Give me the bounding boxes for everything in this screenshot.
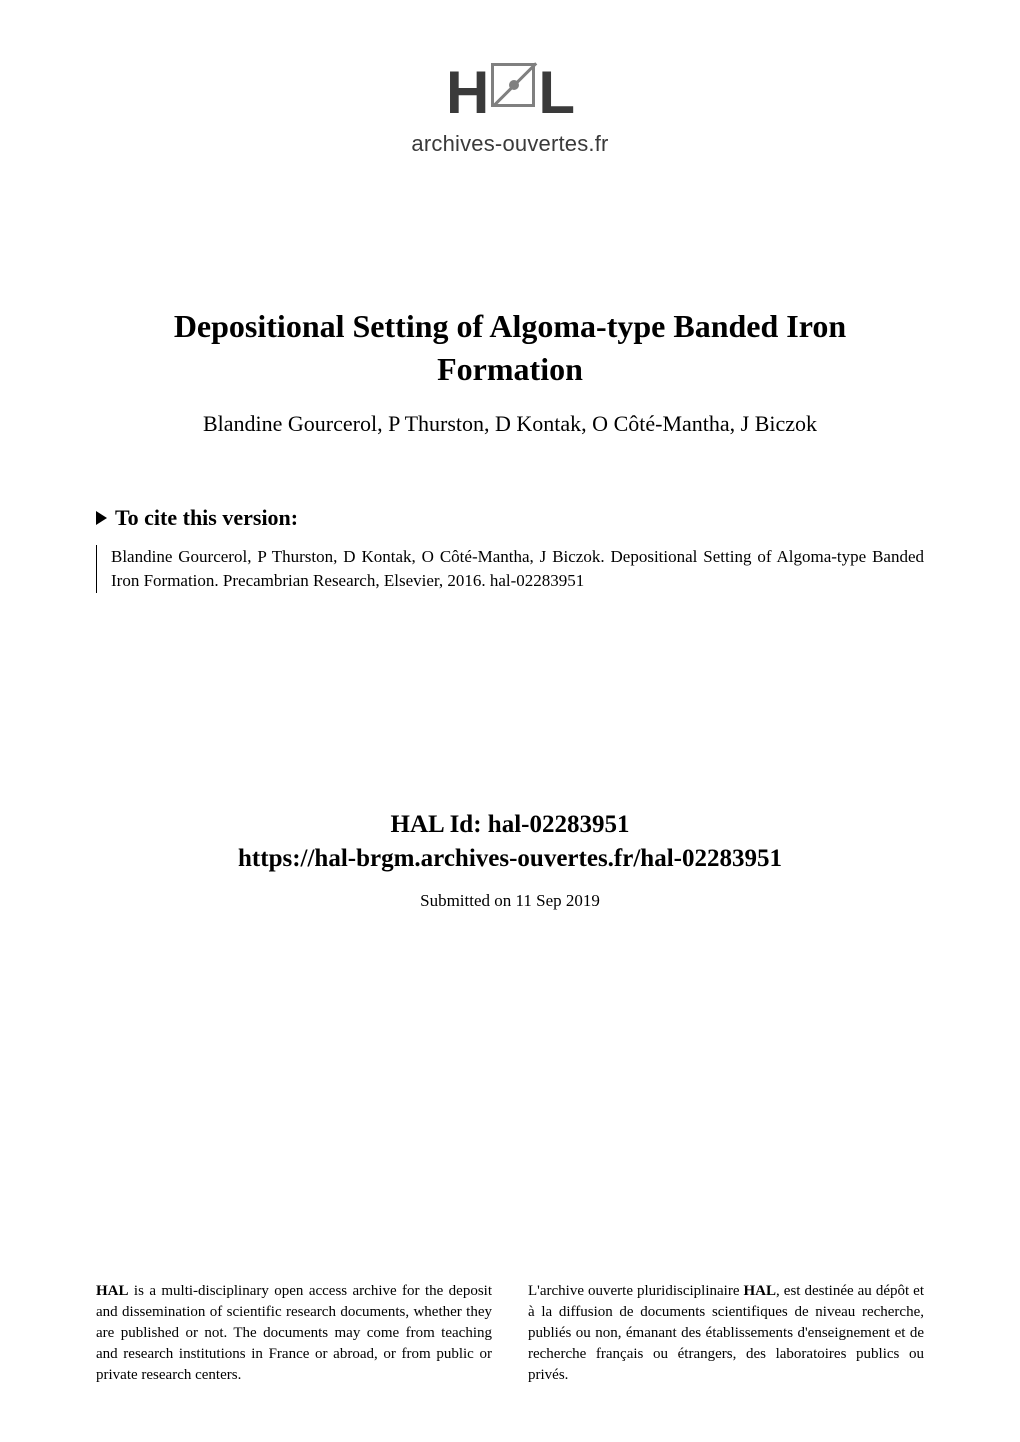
cite-body: Blandine Gourcerol, P Thurston, D Kontak… [96, 545, 924, 593]
footer-section: HAL is a multi-disciplinary open access … [0, 1281, 1020, 1386]
triangle-right-icon [96, 511, 107, 525]
paper-title-line1: Depositional Setting of Algoma-type Band… [174, 308, 846, 344]
hal-letter-h: H [446, 59, 488, 126]
hal-letter-l: L [538, 59, 574, 126]
logo-section: H L archives-ouvertes.fr [0, 0, 1020, 187]
footer-right-text1: L'archive ouverte pluridisciplinaire [528, 1283, 744, 1299]
footer-left-text: is a multi-disciplinary open access arch… [96, 1283, 492, 1383]
hal-square-icon [485, 61, 541, 117]
cite-section: To cite this version: Blandine Gourcerol… [0, 505, 1020, 593]
submitted-date: Submitted on 11 Sep 2019 [0, 891, 1020, 911]
hal-url: https://hal-brgm.archives-ouvertes.fr/ha… [0, 845, 1020, 873]
paper-authors: Blandine Gourcerol, P Thurston, D Kontak… [80, 409, 940, 439]
hal-id-section: HAL Id: hal-02283951 https://hal-brgm.ar… [0, 811, 1020, 911]
footer-left: HAL is a multi-disciplinary open access … [96, 1281, 492, 1386]
cite-header-text: To cite this version: [115, 505, 298, 531]
paper-title: Depositional Setting of Algoma-type Band… [80, 305, 940, 391]
cite-header: To cite this version: [96, 505, 924, 531]
hal-logo: H L [446, 58, 574, 127]
logo-subtitle: archives-ouvertes.fr [411, 131, 608, 157]
footer-left-bold: HAL [96, 1283, 129, 1299]
hal-logo-wrapper: H L archives-ouvertes.fr [411, 58, 608, 157]
title-section: Depositional Setting of Algoma-type Band… [0, 305, 1020, 439]
paper-title-line2: Formation [437, 351, 583, 387]
footer-right: L'archive ouverte pluridisciplinaire HAL… [528, 1281, 924, 1386]
footer-right-bold: HAL [744, 1283, 777, 1299]
hal-id-label: HAL Id: hal-02283951 [0, 811, 1020, 839]
